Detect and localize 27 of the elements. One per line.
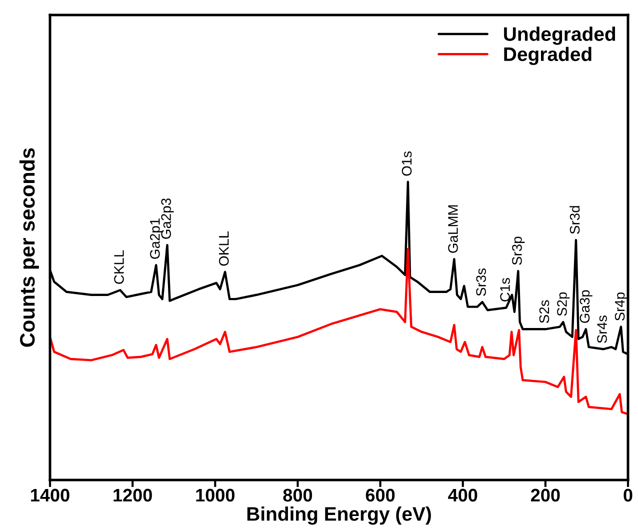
- x-tick-label: 1200: [114, 488, 152, 502]
- legend-label: Degraded: [504, 46, 592, 66]
- annotation: Sr4s: [597, 316, 607, 343]
- annotation: O1s: [402, 151, 412, 176]
- x-tick-label: 1000: [196, 488, 234, 502]
- x-axis-title: Binding Energy (eV): [247, 506, 431, 525]
- annotation: Ga2p1: [150, 218, 163, 259]
- x-tick-label: 200: [530, 488, 560, 502]
- annotation: OKLL: [218, 231, 229, 266]
- x-tick-label: 600: [366, 488, 395, 502]
- legend-label: Undegraded: [504, 26, 616, 45]
- annotation: GaLMM: [448, 205, 458, 253]
- annotation: S2s: [539, 300, 550, 323]
- annotation: Ga2p3: [161, 198, 174, 239]
- x-tick-label: 800: [283, 488, 312, 502]
- annotation: S2p: [557, 292, 570, 316]
- annotation: CKLL: [114, 250, 124, 284]
- x-tick-label: 1400: [31, 488, 70, 502]
- x-tick-label: 400: [448, 488, 478, 502]
- annotation: Ga3p: [580, 290, 592, 323]
- annotation: Sr3s: [476, 268, 486, 296]
- x-tick-label: 0: [624, 488, 632, 502]
- annotation: Sr3p: [512, 236, 525, 265]
- y-axis-title: Counts per seconds: [19, 148, 39, 347]
- annotation: Sr3d: [570, 206, 580, 234]
- annotation: Sr4p: [614, 292, 628, 321]
- annotation: C1s: [500, 278, 510, 302]
